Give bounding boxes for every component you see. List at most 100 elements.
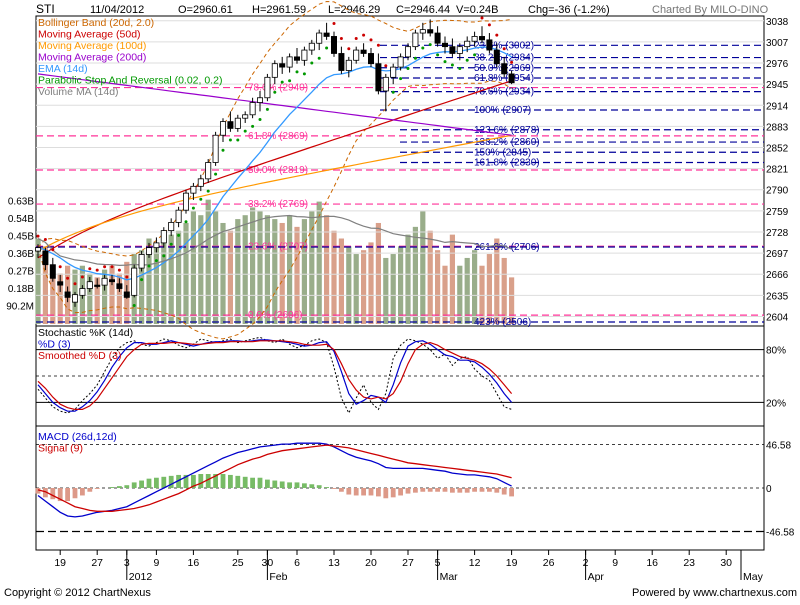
psar-dot: [110, 265, 114, 269]
legend-entry: Volume MA (14d): [38, 86, 119, 98]
candle-body: [404, 46, 411, 58]
candle-body: [330, 36, 337, 54]
stoch-k-line: [37, 336, 512, 415]
candle-body: [160, 230, 167, 244]
macd-legend-entry: MACD (26d,12d): [38, 431, 117, 443]
psar-dot: [265, 107, 269, 111]
macd-histogram-bar: [494, 488, 500, 493]
x-day-label: 19: [54, 557, 66, 569]
psar-dot: [184, 220, 188, 224]
volume-bar: [213, 211, 219, 324]
psar-dot: [450, 63, 454, 67]
candle-body: [419, 29, 426, 34]
fib-label: 150% (2845): [474, 147, 531, 158]
macd-histogram-bar: [139, 480, 144, 488]
stoch-legend-entry: Smoothed %D (3): [38, 350, 121, 362]
price-tick-label: 2604: [766, 312, 789, 323]
psar-dot: [169, 242, 173, 246]
volume-tick-label: 0.18B: [8, 284, 34, 295]
psar-dot: [495, 33, 499, 37]
candle-body: [279, 63, 286, 68]
macd-histogram-bar: [72, 488, 78, 499]
fib-label: 138.2% (2860): [474, 137, 540, 148]
psar-dot: [391, 90, 395, 94]
volume-bar: [309, 211, 315, 324]
candlesticks: [35, 19, 515, 307]
volume-bar: [390, 254, 396, 324]
candle-body: [219, 121, 226, 136]
volume-bar: [242, 215, 248, 324]
fib-label: 23.6% (3002): [474, 40, 534, 51]
volume-bar: [331, 230, 337, 324]
psar-dot: [376, 43, 380, 47]
volume-bar: [375, 222, 381, 324]
psar-dot: [43, 237, 47, 241]
volume-bar: [94, 277, 100, 324]
macd-histogram-bar: [65, 488, 70, 502]
candle-body: [242, 114, 249, 119]
macd-histogram-bar: [405, 488, 411, 494]
x-month-label: May: [743, 571, 764, 583]
volume-tick-label: 0.45B: [8, 232, 34, 243]
volume-bar: [139, 250, 145, 324]
psar-dot: [302, 72, 306, 76]
x-day-label: 27: [91, 557, 103, 569]
candle-body: [441, 42, 448, 48]
x-day-label: 9: [153, 557, 159, 569]
psar-dot: [510, 60, 514, 64]
candle-body: [212, 134, 219, 163]
candle-body: [35, 247, 42, 252]
macd-histogram-bar: [94, 488, 100, 489]
volume-bar: [116, 273, 122, 324]
volume-bar: [324, 215, 330, 324]
fib-label: 50.0% (2819): [248, 165, 308, 176]
psar-dot: [310, 61, 314, 65]
price-tick-label: 2790: [766, 186, 789, 197]
macd-histogram-bar: [420, 488, 426, 492]
candle-body: [301, 49, 308, 61]
volume-bar: [368, 242, 374, 324]
macd-histogram-bar: [376, 488, 381, 497]
x-day-label: 6: [294, 557, 300, 569]
macd-histogram-bar: [272, 480, 278, 488]
candle-body: [72, 294, 79, 303]
ma50-line: [37, 80, 512, 259]
volume-ma-line: [37, 214, 512, 267]
legend-entry: Moving Average (200d): [38, 52, 146, 64]
macd-histogram-bar: [324, 487, 329, 488]
volume-bar: [398, 246, 404, 324]
candle-body: [145, 247, 152, 255]
x-day-label: 9: [612, 557, 618, 569]
volume-bar: [257, 211, 263, 324]
x-day-label: 30: [720, 557, 732, 569]
psar-dot: [236, 138, 240, 142]
psar-dot: [406, 66, 410, 70]
psar-dot: [273, 90, 277, 94]
x-month-label: Feb: [269, 571, 287, 583]
macd-histogram-bar: [383, 488, 389, 499]
macd-histogram-bar: [57, 488, 63, 502]
volume-bar: [227, 230, 233, 324]
candle-body: [249, 102, 256, 116]
macd-histogram-bar: [228, 474, 233, 488]
volume-bar: [294, 226, 300, 324]
macd-histogram-bar: [235, 475, 241, 488]
candle-body: [353, 49, 360, 61]
volume-bar: [486, 254, 492, 324]
volume-bar: [250, 207, 256, 324]
volume-bar: [405, 234, 411, 324]
candle-body: [182, 192, 189, 211]
price-tick-label: 2945: [766, 80, 789, 91]
macd-histogram-bar: [117, 486, 122, 488]
macd-histogram-bar: [302, 483, 307, 488]
volume-bar: [316, 201, 322, 324]
volume-bar: [87, 273, 93, 324]
psar-dot: [177, 233, 181, 237]
high-label: H=2961.59: [252, 4, 306, 16]
candle-body: [190, 185, 197, 194]
psar-dot: [317, 56, 321, 60]
volume-bar: [190, 211, 196, 324]
volume-bar: [472, 250, 478, 324]
candle-body: [375, 63, 382, 92]
